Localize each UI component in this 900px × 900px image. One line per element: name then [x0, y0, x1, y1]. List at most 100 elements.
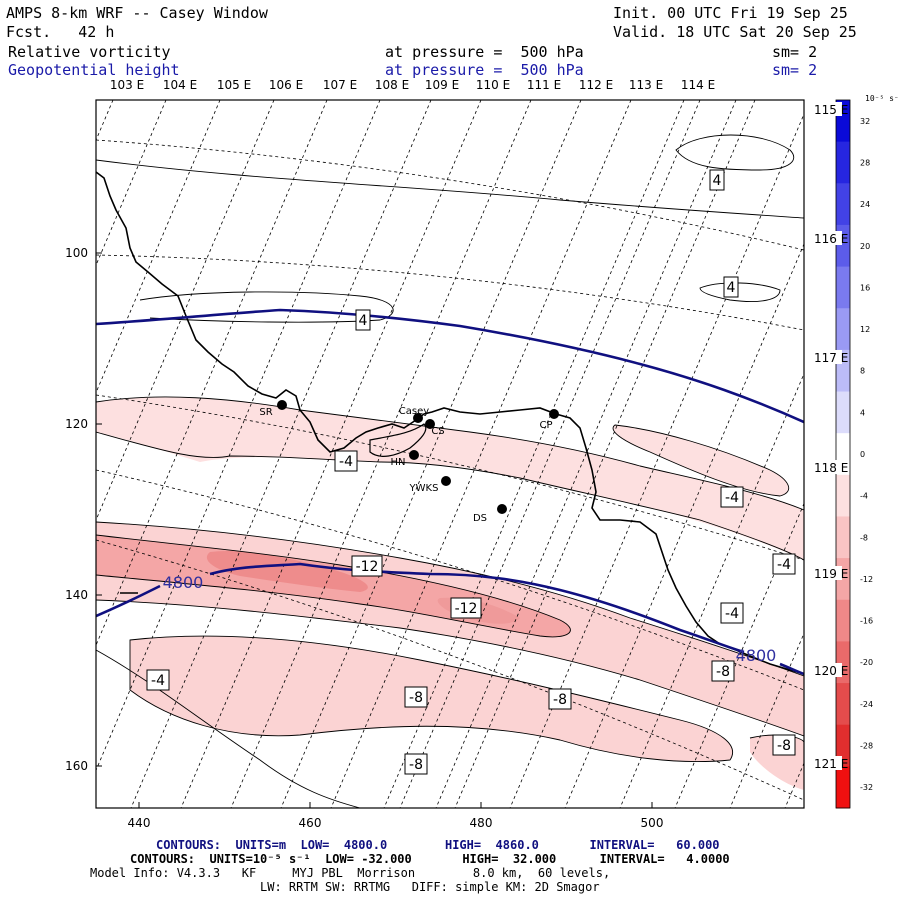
station-ds-label: DS: [473, 513, 487, 524]
colorbar-level-label: -16: [860, 617, 873, 626]
contour-line: [96, 534, 571, 638]
contour-label-box: [709, 169, 725, 191]
colorbar-level-label: 4: [860, 408, 865, 417]
longitude-label-bg: [812, 566, 842, 580]
colorbar-swatch: [836, 683, 850, 726]
height-line-north: [96, 308, 804, 424]
contour-label: -8: [553, 692, 567, 708]
right-longitude-labels: 115 E 116 E 117 E 118 E 119 E 120 E 121 E: [812, 102, 848, 771]
latitude-gridline: [96, 254, 804, 331]
contour-label: -12: [356, 559, 379, 575]
height-contour-label: 4800: [736, 646, 777, 665]
y-tick-label: 120: [65, 417, 88, 431]
longitude-label-right: 116 E: [814, 232, 848, 246]
longitude-label-bg: [812, 460, 842, 474]
station-sr-marker[interactable]: [277, 400, 287, 410]
station-ds-marker[interactable]: [497, 504, 507, 514]
station-casey-label: Casey: [399, 406, 429, 417]
contour-line: [96, 599, 804, 737]
station-casey-marker[interactable]: [413, 413, 423, 423]
longitude-gridline: [509, 113, 804, 808]
station-ywks-marker[interactable]: [441, 476, 451, 486]
colorbar-swatch: [836, 474, 850, 517]
station-hn-marker[interactable]: [409, 450, 419, 460]
colorbar-swatch: [836, 516, 850, 559]
contour-label-box: [723, 276, 739, 298]
contour-label: -12: [455, 601, 478, 617]
contour-line: [96, 431, 804, 561]
longitude-gridline: [435, 100, 737, 808]
y-tick-label: 140: [65, 588, 88, 602]
longitude-label-right: 115 E: [814, 103, 848, 117]
longitude-gridline: [564, 242, 804, 808]
colorbar-swatch: [836, 266, 850, 309]
contour-label-box: [720, 486, 744, 508]
longitude-gridline: [280, 100, 582, 808]
colorbar-level-label: 20: [860, 242, 870, 251]
longitude-gridline: [454, 100, 756, 808]
contour-label-box: [711, 660, 735, 682]
longitude-gridline: [180, 100, 482, 808]
x-tick-label: 480: [470, 816, 493, 830]
colorbar-swatch: [836, 766, 850, 809]
colorbar-level-label: 28: [860, 158, 870, 167]
station-cp-label: CP: [539, 420, 552, 431]
field2-smoothing: sm= 2: [772, 61, 818, 79]
geopotential-contours: [96, 308, 804, 676]
longitude-label-top: 104 E: [163, 78, 197, 92]
latitude-gridline: [96, 394, 804, 561]
valid-time: Valid. 18 UTC Sat 20 Sep 25: [613, 23, 857, 41]
y-tick-label: 100: [65, 246, 88, 260]
contour-line: [96, 649, 361, 808]
contour-label: 4: [727, 280, 736, 296]
contour-label-group: 4 4 4 -4 -4 -4 -4 -12 -12 -4 -8 -8 -8 -8 -8 4800 4800: [146, 169, 796, 775]
station-cp-marker[interactable]: [549, 409, 559, 419]
longitude-label-top: 108 E: [375, 78, 409, 92]
contour-line: [96, 159, 804, 219]
station-ywks-label: YWKS: [409, 483, 439, 494]
colorbar-swatch: [836, 599, 850, 642]
latitude-gridline: [96, 469, 804, 691]
vorticity-band-south: [130, 636, 733, 762]
contour-label-box: [355, 309, 371, 331]
contour-label: -4: [725, 490, 739, 506]
longitude-gridline: [96, 100, 275, 522]
height-line-south: [96, 562, 804, 676]
footer-model-info: Model Info: V4.3.3 KF MYJ PBL Morrison 8…: [90, 866, 611, 880]
colorbar-level-label: 12: [860, 325, 870, 334]
chart-title: AMPS 8-km WRF -- Casey Window: [6, 4, 268, 22]
contour-label: -8: [716, 664, 730, 680]
longitude-label-bg: [812, 231, 842, 245]
x-tick-label: 500: [641, 816, 664, 830]
longitude-label-top: 112 E: [579, 78, 613, 92]
longitude-label-top: 110 E: [476, 78, 510, 92]
station-hn-label: HN: [391, 457, 406, 468]
longitude-gridline: [619, 372, 804, 808]
footer-vorticity-contours: CONTOURS: UNITS=10⁻⁵ s⁻¹ LOW= -32.000 HI…: [130, 852, 730, 866]
field1-smoothing: sm= 2: [772, 43, 818, 61]
height-contour-label: 4800: [163, 573, 204, 592]
station-cs-marker[interactable]: [425, 419, 435, 429]
contour-label-box: [146, 669, 170, 691]
field2-name: Geopotential height: [8, 61, 180, 79]
longitude-gridline: [383, 100, 685, 808]
latlon-grid: [96, 100, 900, 808]
field2-level: at pressure = 500 hPa: [385, 61, 584, 79]
axes: 103 E 104 E 105 E 106 E 107 E 108 E 109 E 110 E…: [65, 78, 715, 830]
contour-label: -4: [151, 673, 165, 689]
init-time: Init. 00 UTC Fri 19 Sep 25: [613, 4, 848, 22]
contour-label: 4: [713, 173, 722, 189]
longitude-gridline: [895, 100, 900, 808]
contour-label: -4: [339, 454, 353, 470]
colorbar-level-label: -32: [860, 783, 873, 792]
contour-label-box: [720, 602, 744, 624]
colorbar-level-label: -4: [860, 492, 868, 501]
contour-line: [675, 134, 795, 171]
latitude-gridline: [96, 539, 804, 801]
contour-label-box: [404, 686, 428, 708]
longitude-gridline: [230, 100, 532, 808]
longitude-label-right: 120 E: [814, 664, 848, 678]
contour-label: -4: [777, 557, 791, 573]
